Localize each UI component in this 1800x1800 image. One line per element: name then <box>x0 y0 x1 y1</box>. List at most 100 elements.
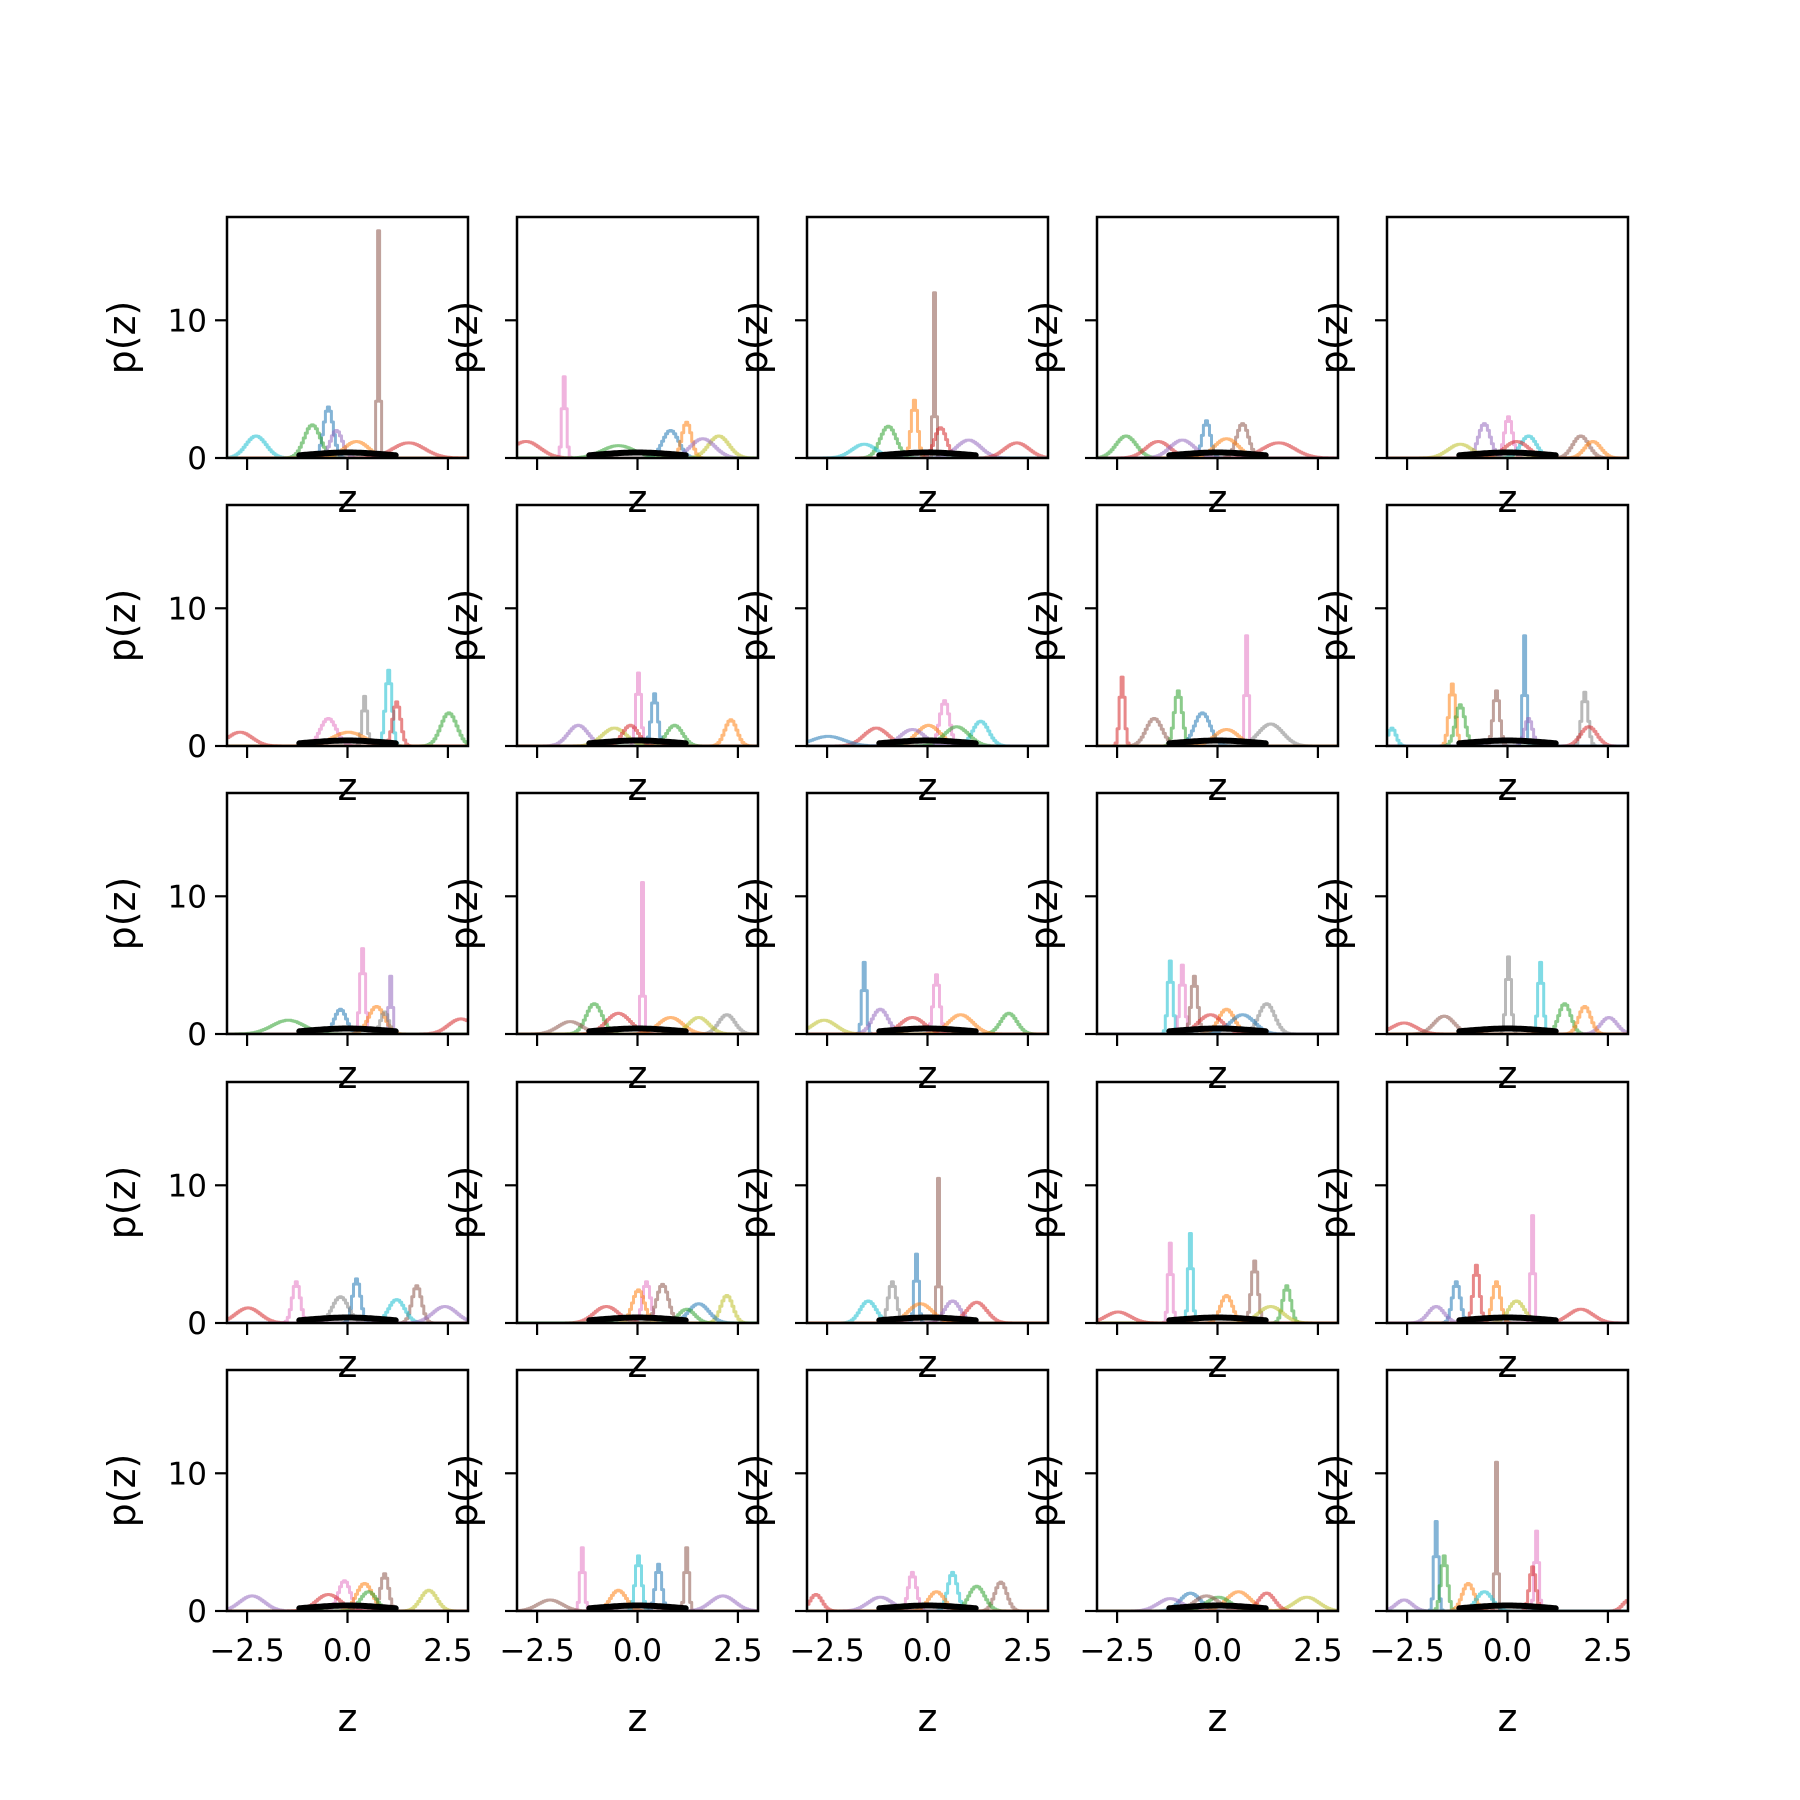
y-axis-label: p(z) <box>1312 1454 1356 1528</box>
x-axis-label: z <box>1498 1342 1518 1386</box>
y-axis-label: p(z) <box>442 1166 486 1240</box>
prior-curve <box>876 1025 979 1034</box>
posterior-curve-6 <box>227 1590 468 1611</box>
x-axis-label: z <box>1498 1696 1518 1740</box>
axes-frame <box>1095 503 1340 748</box>
subplot-r4-c3: z p(z) <box>732 1080 1050 1386</box>
posterior-curve-2 <box>807 973 1048 1034</box>
axes-frame <box>1385 503 1630 748</box>
x-tick-label: 0.0 <box>323 1633 372 1669</box>
subplot-r2-c1: 0 10 z p(z) <box>100 503 470 809</box>
prior-curve <box>1456 1025 1559 1034</box>
posterior-curve-7 <box>807 1590 1048 1611</box>
posterior-curve-7 <box>807 1016 1048 1034</box>
posterior-curve-3 <box>1387 1529 1628 1611</box>
subplot-r5-c3: −2.5 0.0 2.5 z p(z) <box>732 1368 1053 1740</box>
x-tick-label: 0.0 <box>613 1633 662 1669</box>
prior-curve <box>1456 737 1559 746</box>
y-axis-label: p(z) <box>100 301 144 375</box>
x-axis-label: z <box>1498 477 1518 521</box>
x-tick-label: −2.5 <box>499 1633 574 1669</box>
posterior-curve-7 <box>1097 728 1338 746</box>
subplot-r1-c3: z p(z) <box>732 215 1050 521</box>
posterior-curve-6 <box>227 730 468 746</box>
plot-area <box>517 671 758 746</box>
posterior-curve-1 <box>227 1277 468 1323</box>
x-axis-label: z <box>338 1053 358 1097</box>
posterior-curve-5 <box>517 1588 758 1611</box>
subplot-r4-c2: z p(z) <box>442 1080 760 1386</box>
posterior-curve-4 <box>517 1011 758 1034</box>
posterior-curve-4 <box>1097 711 1338 746</box>
subplot-grid: 0 10 z p(z) z p(z) z p(z) z p(z) z p(z) 0 10 z p(z) z p(z… <box>100 215 1633 1740</box>
plot-area <box>807 1176 1048 1323</box>
x-tick-label: 2.5 <box>1003 1633 1052 1669</box>
plot-area <box>1097 959 1338 1034</box>
y-axis-label: p(z) <box>442 877 486 951</box>
axes-frame <box>805 791 1050 1036</box>
x-tick-label: −2.5 <box>209 1633 284 1669</box>
plot-area <box>807 1570 1048 1611</box>
subplot-r4-c4: z p(z) <box>1022 1080 1340 1386</box>
x-axis-label: z <box>1208 1696 1228 1740</box>
subplot-r3-c3: z p(z) <box>732 791 1050 1097</box>
x-tick-label: −2.5 <box>1079 1633 1154 1669</box>
posterior-curve-7 <box>1387 1598 1628 1611</box>
posterior-curve-1 <box>1097 419 1338 458</box>
axes-frame <box>805 503 1050 748</box>
x-axis-label: z <box>1498 765 1518 809</box>
plot-area <box>1097 1590 1338 1611</box>
y-axis-label: p(z) <box>100 1454 144 1528</box>
subplot-r5-c4: −2.5 0.0 2.5 z p(z) <box>1022 1368 1343 1740</box>
plot-area <box>1387 1460 1628 1611</box>
posterior-curve-7 <box>1097 1310 1338 1323</box>
x-tick-label: 2.5 <box>1293 1633 1342 1669</box>
y-axis-label: p(z) <box>1022 301 1066 375</box>
prior-curve <box>296 449 399 458</box>
x-axis-label: z <box>628 1696 648 1740</box>
axes-frame <box>515 1080 760 1325</box>
prior-curve <box>586 1314 689 1323</box>
x-tick-label: −2.5 <box>1369 1633 1444 1669</box>
posterior-curve-5 <box>1387 434 1628 458</box>
prior-curve <box>296 1602 399 1611</box>
axes-frame <box>805 1080 1050 1325</box>
y-axis-label: p(z) <box>1312 1166 1356 1240</box>
y-tick-label: 10 <box>168 303 207 339</box>
posterior-curve-1 <box>807 1176 1048 1323</box>
x-tick-label: −2.5 <box>789 1633 864 1669</box>
posterior-curve-1 <box>517 671 758 746</box>
x-axis-label: z <box>1208 1342 1228 1386</box>
posterior-curve-4 <box>807 1011 1048 1034</box>
plot-area <box>227 947 468 1034</box>
subplot-r2-c2: z p(z) <box>442 503 760 809</box>
subplot-r3-c4: z p(z) <box>1022 791 1340 1097</box>
x-axis-label: z <box>628 765 648 809</box>
axes-frame <box>515 791 760 1036</box>
y-axis-label: p(z) <box>732 301 776 375</box>
posterior-curve-6 <box>1097 1013 1338 1034</box>
x-axis-label: z <box>918 477 938 521</box>
posterior-curve-3 <box>1387 434 1628 458</box>
posterior-curve-3 <box>1097 1595 1338 1611</box>
prior-curve <box>586 1602 689 1611</box>
subplot-r3-c2: z p(z) <box>442 791 760 1097</box>
axes-frame <box>1385 1080 1630 1325</box>
prior-curve <box>1166 1314 1269 1323</box>
posterior-curve-3 <box>227 1284 468 1323</box>
axes-frame <box>225 215 470 460</box>
y-tick-label: 10 <box>168 1456 207 1492</box>
y-axis-label: p(z) <box>1022 877 1066 951</box>
posterior-curve-1 <box>1097 1232 1338 1323</box>
axes-frame <box>1095 1080 1340 1325</box>
posterior-curve-5 <box>517 1294 758 1323</box>
posterior-curve-5 <box>227 1017 468 1034</box>
posterior-curve-3 <box>517 718 758 746</box>
axes-frame <box>225 1080 470 1325</box>
plot-area <box>807 960 1048 1034</box>
y-axis-label: p(z) <box>1022 1454 1066 1528</box>
plot-area <box>227 1572 468 1611</box>
posterior-curve-2 <box>517 1554 758 1611</box>
posterior-curve-4 <box>227 1295 468 1323</box>
